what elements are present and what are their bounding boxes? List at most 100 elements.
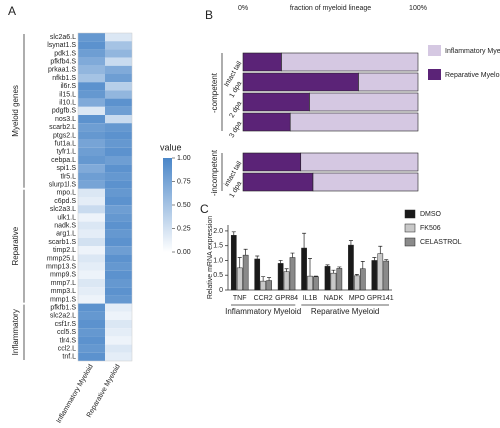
y-tick-label: 0	[219, 287, 223, 294]
row-label: il6r.S	[60, 83, 76, 90]
row-label: nadk.S	[54, 223, 76, 230]
x-tick-label: NADK	[324, 295, 344, 302]
row-label: scarb2.L	[49, 124, 76, 131]
legend-swatch	[428, 69, 441, 80]
heat-cell	[105, 106, 132, 115]
row-label: tlr4.S	[60, 337, 77, 344]
bar	[260, 280, 266, 291]
y-tick-label: 0.5	[213, 272, 223, 279]
colorbar-tick-label: 1.00	[177, 155, 191, 162]
row-label: nfkb1.S	[52, 75, 76, 82]
row-label: tlr5.L	[60, 173, 76, 180]
bar	[348, 244, 354, 291]
group-label: Inflammatory Myeloid	[225, 307, 301, 316]
heat-cell	[105, 287, 132, 296]
heat-cell	[78, 303, 105, 312]
heat-cell	[105, 164, 132, 173]
heat-cell	[105, 98, 132, 107]
heat-cell	[78, 344, 105, 353]
row-label: ptgs2.L	[53, 132, 76, 139]
row-label: pfkfb1.S	[50, 305, 76, 312]
error-bar	[372, 257, 377, 261]
row-label: slc2a3.L	[50, 206, 76, 213]
heat-cell	[78, 106, 105, 115]
group-label: -competent	[210, 72, 219, 113]
x-tick-label: TNF	[233, 295, 247, 302]
legend-label: FK506	[420, 225, 441, 232]
x-axis-title: fraction of myeloid lineage	[290, 5, 371, 12]
heat-cell	[105, 352, 132, 361]
bar	[359, 268, 366, 291]
row-label: spi1.S	[57, 165, 77, 172]
heat-cell	[78, 295, 105, 304]
bar	[313, 276, 319, 291]
bar	[236, 267, 243, 291]
heat-cell	[105, 262, 132, 271]
group-label: Reparative Myeloid	[311, 307, 379, 316]
row-label: fut1a.L	[55, 141, 77, 148]
row-label: cebpa.L	[51, 157, 76, 164]
error-bar	[243, 248, 248, 256]
error-bar	[313, 275, 318, 277]
y-tick-label: 1.5	[213, 243, 223, 250]
x-tick-label: 100%	[409, 5, 427, 12]
colorbar-tick-label: 0.75	[177, 178, 191, 185]
heat-cell	[78, 246, 105, 255]
heat-cell	[105, 205, 132, 214]
error-bar	[360, 260, 365, 269]
bar	[354, 275, 360, 291]
heat-cell	[78, 41, 105, 50]
row-label: mmp3.L	[51, 288, 76, 295]
heat-cell	[78, 131, 105, 140]
error-bar	[331, 269, 336, 274]
row-label: ulk1.L	[57, 214, 76, 221]
bar-segment	[242, 112, 291, 132]
bar-segment	[242, 152, 302, 172]
heat-cell	[105, 246, 132, 255]
y-tick-label: 2.0	[213, 228, 223, 235]
heat-cell	[105, 74, 132, 83]
heat-cell	[105, 41, 132, 50]
x-tick-label: GPR141	[367, 295, 394, 302]
heat-cell	[78, 98, 105, 107]
category-label: 3 dpa	[229, 120, 244, 139]
heat-cell	[78, 229, 105, 238]
row-label: slurp1l.S	[49, 182, 77, 189]
error-bar	[284, 268, 289, 272]
x-tick-label: IL1B	[303, 295, 318, 302]
heat-cell	[105, 139, 132, 148]
heat-cell	[105, 49, 132, 58]
error-bar	[378, 245, 383, 254]
heat-cell	[78, 279, 105, 288]
colorbar-tick-label: 0.00	[177, 249, 191, 256]
row-label: mmp9.S	[50, 272, 76, 279]
row-label: csf1r.S	[55, 321, 77, 328]
heat-cell	[78, 172, 105, 181]
bar	[371, 260, 378, 291]
colorbar-title: value	[160, 142, 182, 152]
legend-label: DMSO	[420, 211, 442, 218]
y-tick-label: 1.0	[213, 257, 223, 264]
heat-cell	[78, 270, 105, 279]
legend-label: Reparative Myeloid	[445, 72, 500, 79]
bar	[283, 271, 290, 291]
group-label: -incompetent	[210, 149, 219, 196]
legend-label: CELASTROL	[420, 239, 462, 246]
row-label: pfkfb4.S	[50, 59, 76, 66]
bar	[324, 266, 331, 291]
row-label: il10.L	[59, 100, 76, 107]
heat-cell	[105, 172, 132, 181]
heat-cell	[105, 180, 132, 189]
bar-segment	[289, 112, 419, 132]
row-label: scarb1.S	[48, 239, 76, 246]
heat-cell	[105, 65, 132, 74]
heat-cell	[105, 221, 132, 230]
row-label: pdk1.S	[54, 50, 76, 57]
x-tick-label: GPR84	[275, 295, 298, 302]
row-label: il15.L	[59, 91, 76, 98]
y-axis-title: Relative mRNA expression	[207, 216, 214, 299]
heat-cell	[105, 279, 132, 288]
heat-cell	[105, 311, 132, 320]
heat-cell	[78, 180, 105, 189]
